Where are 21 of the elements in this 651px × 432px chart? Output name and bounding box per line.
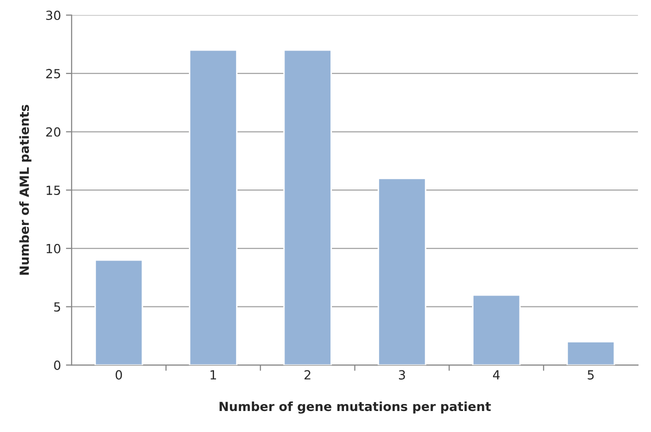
y-tick-label: 5 xyxy=(54,302,60,312)
y-tick-label: 15 xyxy=(46,186,60,196)
y-tick-label: 0 xyxy=(54,360,60,370)
y-tick-label: 30 xyxy=(46,10,60,20)
x-axis-title: Number of gene mutations per patient xyxy=(220,401,491,414)
bar xyxy=(472,294,521,366)
x-tick-label: 1 xyxy=(210,370,216,380)
y-tick-label: 20 xyxy=(46,127,60,137)
bar xyxy=(378,178,426,366)
y-tick-label: 25 xyxy=(46,68,60,78)
bar xyxy=(94,259,144,366)
y-axis-title: Number of AML patients xyxy=(19,104,32,275)
x-tick-label: 3 xyxy=(398,370,405,380)
bar xyxy=(283,49,332,366)
bar xyxy=(566,341,616,366)
y-tick-label: 10 xyxy=(46,244,60,254)
bar xyxy=(188,49,238,366)
x-tick-label: 5 xyxy=(588,370,594,380)
x-tick-label: 4 xyxy=(493,370,500,380)
x-tick-label: 2 xyxy=(304,370,310,380)
x-tick-label: 0 xyxy=(116,370,122,380)
